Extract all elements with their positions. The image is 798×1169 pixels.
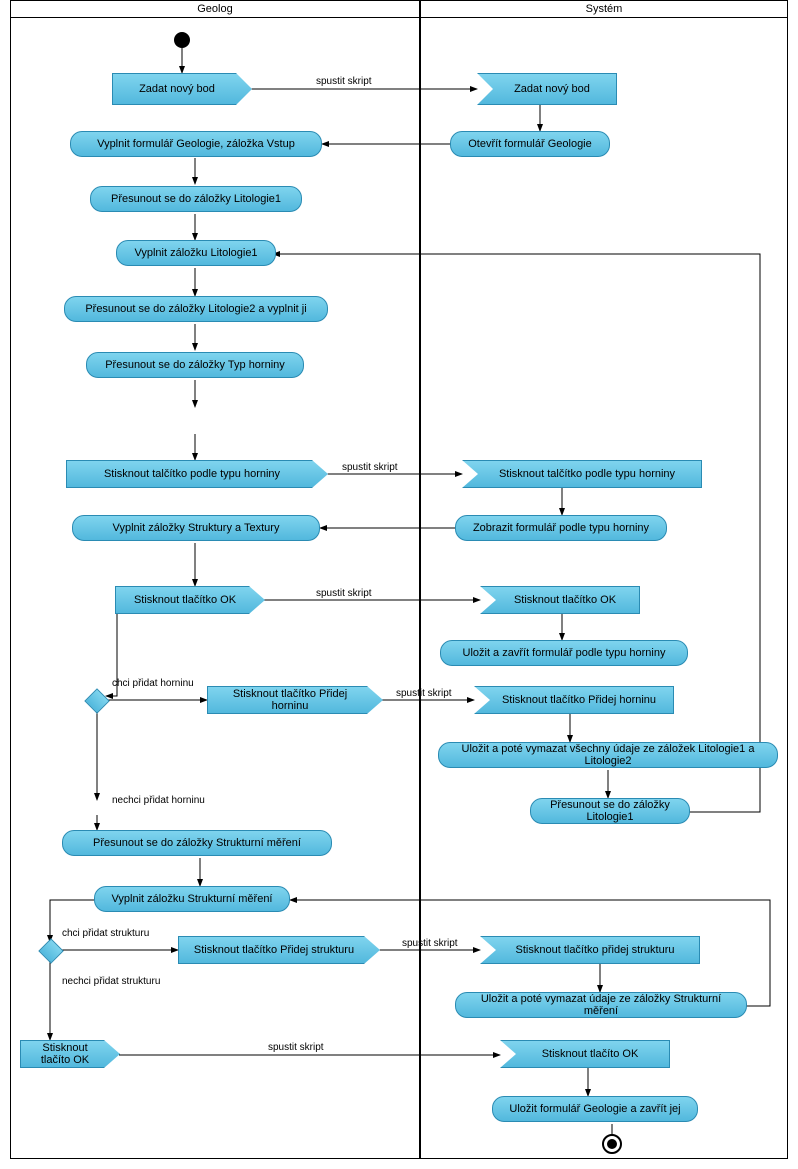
label-chci-strukturu: chci přidat strukturu <box>62 928 149 939</box>
node-g3: Přesunout se do záložky Litologie1 <box>90 186 302 212</box>
node-g10: Stisknout tlačítko Přidej horninu <box>207 686 383 714</box>
node-s9: Přesunout se do záložky Litologie1 <box>530 798 690 824</box>
lane-header-geolog: Geolog <box>10 0 420 18</box>
node-s8: Uložit a poté vymazat všechny údaje ze z… <box>438 742 778 768</box>
label-spustit-2: spustit skript <box>342 462 398 473</box>
node-s3: Stisknout talčítko podle typu horniny <box>462 460 702 488</box>
node-g6: Přesunout se do záložky Typ horniny <box>86 352 304 378</box>
node-g8: Vyplnit záložky Struktury a Textury <box>72 515 320 541</box>
node-s12: Stisknout tlačíto OK <box>500 1040 670 1068</box>
label-nechci-horninu: nechci přidat horninu <box>112 795 205 806</box>
label-chci-horninu: chci přidat horninu <box>112 678 194 689</box>
node-g2: Vyplnit formulář Geologie, záložka Vstup <box>70 131 322 157</box>
node-g7: Stisknout talčítko podle typu horniny <box>66 460 328 488</box>
label-spustit-4: spustit skript <box>396 688 452 699</box>
node-s11: Uložit a poté vymazat údaje ze záložky S… <box>455 992 747 1018</box>
node-s1: Zadat nový bod <box>477 73 617 105</box>
node-s6: Uložit a zavřít formulář podle typu horn… <box>440 640 688 666</box>
node-g5: Přesunout se do záložky Litologie2 a vyp… <box>64 296 328 322</box>
node-s4: Zobrazit formulář podle typu horniny <box>455 515 667 541</box>
label-spustit-6: spustit skript <box>268 1042 324 1053</box>
node-g1: Zadat nový bod <box>112 73 252 105</box>
label-nechci-strukturu: nechci přidat strukturu <box>62 976 160 987</box>
node-g9: Stisknout tlačítko OK <box>115 586 265 614</box>
end-node <box>602 1134 622 1154</box>
node-g12: Vyplnit záložku Strukturní měření <box>94 886 290 912</box>
activity-diagram: Geolog Systém <box>0 0 798 1169</box>
node-g11: Přesunout se do záložky Strukturní měřen… <box>62 830 332 856</box>
label-spustit-1: spustit skript <box>316 76 372 87</box>
node-s7: Stisknout tlačítko Přidej horninu <box>474 686 674 714</box>
node-s5: Stisknout tlačítko OK <box>480 586 640 614</box>
label-spustit-3: spustit skript <box>316 588 372 599</box>
node-g4: Vyplnit záložku Litologie1 <box>116 240 276 266</box>
label-spustit-5: spustit skript <box>402 938 458 949</box>
node-s13: Uložit formulář Geologie a zavřít jej <box>492 1096 698 1122</box>
node-s10: Stisknout tlačítko přidej strukturu <box>480 936 700 964</box>
node-g14: Stisknout tlačíto OK <box>20 1040 120 1068</box>
node-g13: Stisknout tlačítko Přidej strukturu <box>178 936 380 964</box>
node-s2: Otevřít formulář Geologie <box>450 131 610 157</box>
start-node <box>174 32 190 48</box>
lane-header-system: Systém <box>420 0 788 18</box>
